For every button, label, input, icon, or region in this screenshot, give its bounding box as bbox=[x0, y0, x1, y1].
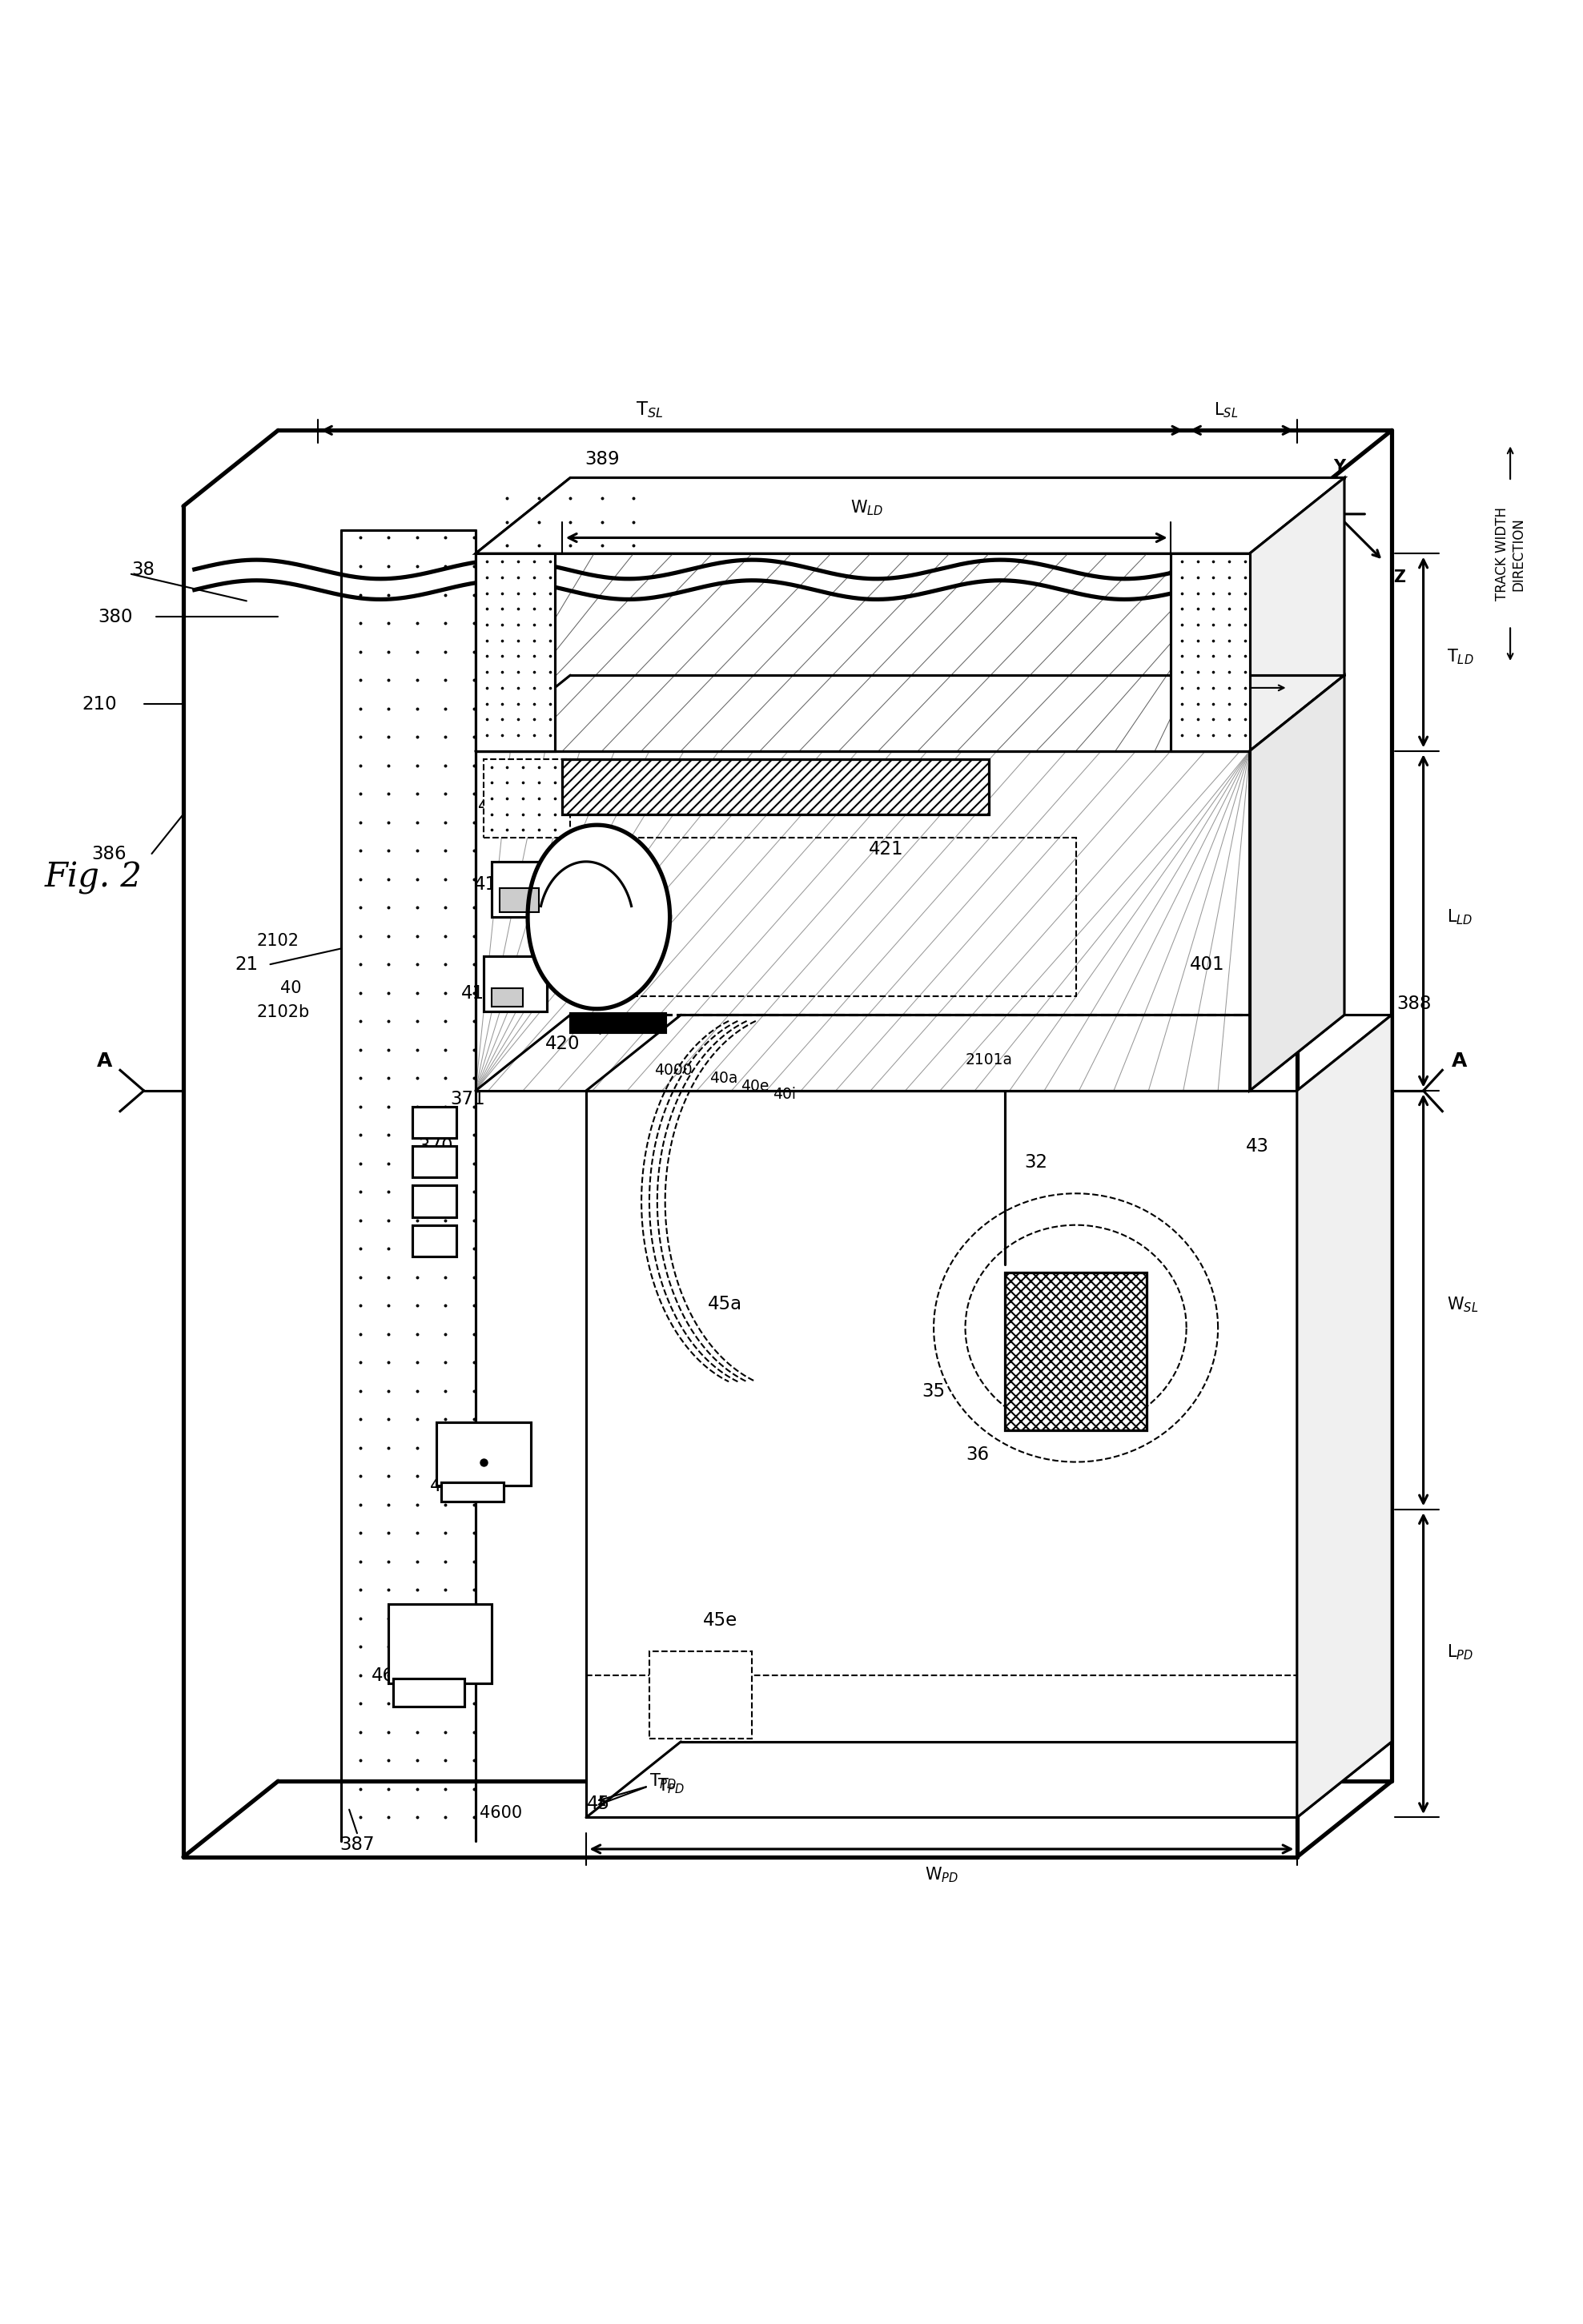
Bar bbox=[483, 760, 570, 839]
Text: 2100: 2100 bbox=[1178, 679, 1225, 697]
Text: T$_{SL}$: T$_{SL}$ bbox=[636, 400, 663, 421]
Text: L$_{LD}$: L$_{LD}$ bbox=[1447, 909, 1474, 927]
Bar bbox=[491, 988, 522, 1006]
Bar bbox=[570, 1013, 665, 1032]
Text: 388: 388 bbox=[1396, 995, 1431, 1013]
Text: TRACK WIDTH
DIRECTION: TRACK WIDTH DIRECTION bbox=[1494, 507, 1526, 600]
Text: 4100: 4100 bbox=[478, 799, 521, 816]
Text: 40a: 40a bbox=[709, 1071, 738, 1085]
Text: 33: 33 bbox=[1088, 1299, 1111, 1318]
Bar bbox=[499, 888, 538, 913]
Bar bbox=[413, 1146, 456, 1178]
Polygon shape bbox=[1249, 479, 1344, 751]
Text: 387: 387 bbox=[340, 1836, 375, 1855]
Text: 21: 21 bbox=[234, 955, 258, 974]
Text: 380: 380 bbox=[98, 609, 133, 625]
Text: 36: 36 bbox=[966, 1446, 989, 1464]
Text: A: A bbox=[97, 1050, 112, 1071]
Polygon shape bbox=[1249, 676, 1344, 1090]
Text: 40: 40 bbox=[280, 981, 301, 997]
Text: 4600: 4600 bbox=[480, 1806, 522, 1820]
Bar bbox=[475, 751, 1249, 1090]
Bar bbox=[413, 1185, 456, 1218]
Bar bbox=[649, 1652, 752, 1738]
Polygon shape bbox=[527, 825, 670, 1009]
Bar bbox=[440, 1483, 503, 1501]
Text: W$_{LD}$: W$_{LD}$ bbox=[850, 500, 883, 518]
Bar bbox=[562, 760, 989, 813]
Text: 401: 401 bbox=[1189, 955, 1224, 974]
Text: 386: 386 bbox=[92, 844, 127, 862]
Bar bbox=[413, 1225, 456, 1257]
Text: X: X bbox=[1289, 507, 1301, 523]
Text: T$_{PD}$: T$_{PD}$ bbox=[649, 1771, 678, 1792]
Text: 411: 411 bbox=[461, 983, 495, 1002]
Polygon shape bbox=[475, 479, 1344, 553]
Bar bbox=[413, 1106, 456, 1139]
Text: L$_{PD}$: L$_{PD}$ bbox=[1447, 1643, 1474, 1662]
Text: 4111: 4111 bbox=[704, 792, 752, 811]
Text: 40i: 40i bbox=[773, 1085, 796, 1102]
Text: 45e: 45e bbox=[703, 1611, 738, 1629]
Bar bbox=[562, 760, 989, 813]
Text: 460: 460 bbox=[372, 1666, 407, 1685]
Text: W$_{SL}$: W$_{SL}$ bbox=[1447, 1294, 1479, 1313]
Text: 34: 34 bbox=[1108, 1332, 1129, 1348]
Bar bbox=[570, 839, 1076, 997]
Text: 210: 210 bbox=[82, 695, 117, 713]
Bar bbox=[491, 862, 554, 918]
Bar bbox=[1005, 1274, 1148, 1432]
Text: 4000: 4000 bbox=[654, 1062, 692, 1078]
Polygon shape bbox=[1296, 1016, 1391, 1817]
Text: L$_{SL}$: L$_{SL}$ bbox=[1214, 400, 1238, 421]
Text: 40e: 40e bbox=[741, 1078, 769, 1095]
Text: 35: 35 bbox=[921, 1383, 945, 1401]
Text: 45: 45 bbox=[587, 1794, 611, 1813]
Text: 38: 38 bbox=[131, 560, 155, 579]
Text: Z: Z bbox=[1393, 569, 1406, 586]
Text: T$_{LD}$: T$_{LD}$ bbox=[1447, 646, 1474, 667]
Text: 2102b: 2102b bbox=[256, 1004, 309, 1020]
Bar bbox=[475, 553, 554, 751]
Text: 461: 461 bbox=[429, 1476, 465, 1494]
Text: 2101a: 2101a bbox=[966, 1053, 1013, 1067]
Text: 370: 370 bbox=[418, 1136, 454, 1155]
Bar bbox=[483, 957, 546, 1011]
Text: Fig. 2: Fig. 2 bbox=[44, 860, 142, 895]
Text: A: A bbox=[1452, 1050, 1467, 1071]
Bar bbox=[586, 1090, 1296, 1817]
Text: 420: 420 bbox=[545, 1034, 579, 1053]
Bar bbox=[394, 1678, 464, 1706]
Bar bbox=[435, 1422, 530, 1485]
Bar bbox=[475, 553, 1249, 751]
Text: Y: Y bbox=[1333, 458, 1346, 474]
Text: T$_{PD}$: T$_{PD}$ bbox=[657, 1776, 685, 1796]
Text: 43: 43 bbox=[1246, 1136, 1270, 1155]
Text: 2102: 2102 bbox=[256, 932, 299, 948]
Bar bbox=[1170, 553, 1249, 751]
Text: 389: 389 bbox=[584, 451, 619, 467]
Text: 32: 32 bbox=[1024, 1153, 1048, 1171]
Text: W$_{PD}$: W$_{PD}$ bbox=[924, 1864, 958, 1885]
Text: 410: 410 bbox=[473, 874, 508, 892]
Text: 421: 421 bbox=[869, 839, 904, 858]
Text: 371: 371 bbox=[450, 1090, 484, 1109]
Text: 45a: 45a bbox=[708, 1294, 742, 1313]
Bar bbox=[1005, 1274, 1148, 1432]
Bar bbox=[389, 1604, 491, 1683]
